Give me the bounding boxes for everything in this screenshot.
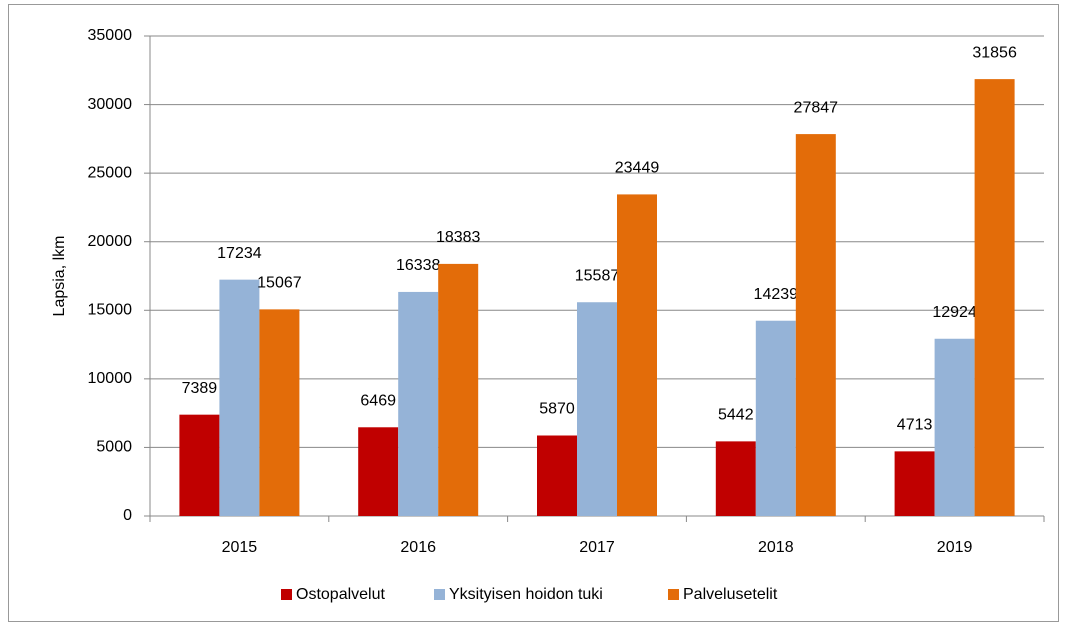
legend-swatch	[434, 589, 445, 600]
data-label: 17234	[217, 245, 262, 262]
bar	[795, 134, 836, 517]
bar	[358, 427, 399, 516]
legend-label: Palvelusetelit	[683, 586, 778, 603]
data-label: 31856	[972, 44, 1017, 61]
data-label: 5442	[718, 407, 754, 424]
data-label: 7389	[182, 380, 218, 397]
data-label: 27847	[794, 99, 839, 116]
y-tick-label: 20000	[88, 233, 133, 250]
data-label: 4713	[897, 417, 933, 434]
bar	[974, 79, 1015, 517]
data-label: 23449	[615, 160, 660, 177]
bar	[894, 451, 935, 516]
chart-frame	[8, 4, 1059, 622]
bar	[755, 320, 796, 516]
y-tick-label: 30000	[88, 96, 133, 113]
data-label: 18383	[436, 229, 481, 246]
y-tick-label: 0	[123, 507, 132, 524]
data-label: 5870	[539, 401, 575, 418]
x-tick-label: 2015	[222, 539, 258, 556]
data-label: 15587	[575, 267, 620, 284]
x-tick-label: 2018	[758, 539, 794, 556]
bar	[577, 302, 617, 516]
bar	[537, 435, 577, 516]
legend-label: Ostopalvelut	[296, 586, 385, 603]
bar	[934, 338, 975, 516]
y-tick-label: 5000	[96, 439, 132, 456]
x-tick-label: 2019	[937, 539, 973, 556]
data-label: 12924	[932, 304, 977, 321]
bar	[179, 414, 220, 516]
bar	[259, 309, 300, 516]
bar	[715, 441, 756, 516]
bar	[398, 291, 439, 516]
y-tick-label: 35000	[88, 27, 133, 44]
bar	[438, 263, 479, 516]
y-tick-label: 15000	[88, 302, 133, 319]
bar	[219, 279, 260, 516]
data-label: 15067	[257, 275, 302, 292]
data-label: 16338	[396, 257, 441, 274]
data-label: 6469	[360, 393, 396, 410]
x-tick-label: 2017	[579, 539, 615, 556]
bar	[617, 194, 657, 517]
x-tick-label: 2016	[400, 539, 436, 556]
data-label: 14239	[754, 286, 799, 303]
legend-label: Yksityisen hoidon tuki	[449, 586, 603, 603]
y-tick-label: 25000	[88, 164, 133, 181]
y-axis-label: Lapsia, lkm	[51, 236, 68, 317]
legend-swatch	[668, 589, 679, 600]
legend-swatch	[281, 589, 292, 600]
y-tick-label: 10000	[88, 370, 133, 387]
